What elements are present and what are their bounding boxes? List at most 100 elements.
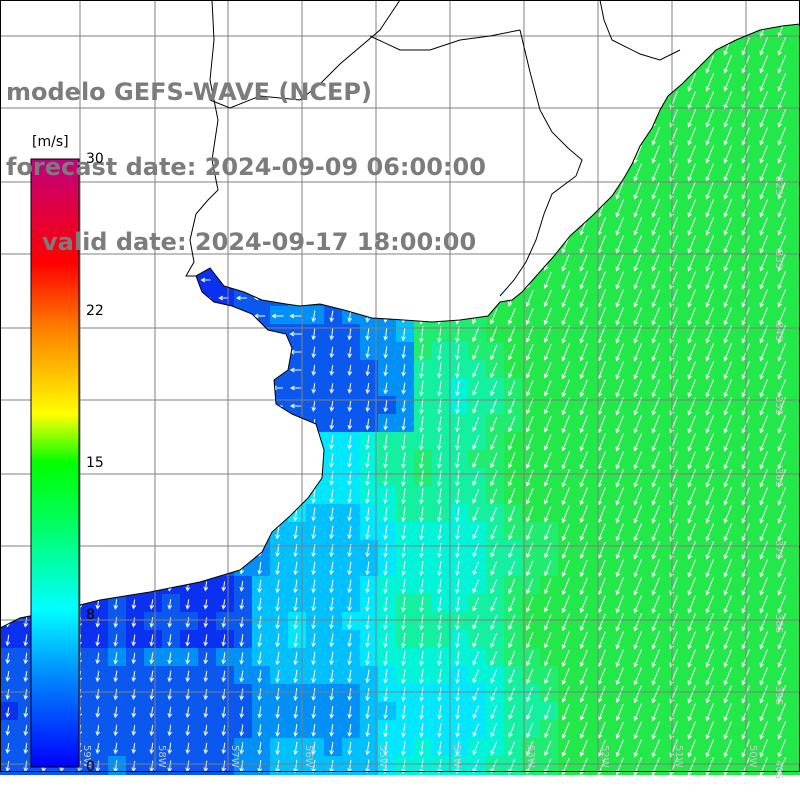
wind-arrow: [561, 469, 570, 488]
wind-cell: [468, 432, 487, 451]
wind-cell: [702, 198, 721, 217]
wind-arrow: [455, 362, 460, 379]
wind-cell: [702, 342, 721, 361]
wind-arrow: [777, 577, 786, 596]
wind-cell: [738, 54, 757, 73]
wind-arrow: [561, 739, 570, 757]
wind-arrow: [687, 685, 696, 704]
wind-cell: [738, 324, 757, 343]
wind-cell: [756, 450, 775, 469]
wind-cell: [720, 378, 739, 397]
wind-cell: [522, 720, 541, 739]
wind-cell: [396, 486, 415, 505]
wind-cell: [648, 252, 667, 271]
wind-arrow: [579, 505, 588, 524]
wind-cell: [144, 612, 163, 631]
wind-arrow: [347, 759, 352, 774]
wind-arrow: [271, 313, 284, 319]
wind-cell: [792, 90, 800, 109]
wind-arrow: [526, 380, 534, 397]
wind-arrow: [203, 688, 209, 701]
wind-arrow: [561, 686, 570, 703]
wind-arrow: [472, 579, 480, 594]
wind-cell: [360, 576, 379, 595]
wind-cell: [324, 720, 343, 739]
wind-arrow: [508, 614, 516, 631]
wind-arrow: [544, 614, 552, 631]
wind-arrow: [490, 308, 498, 325]
wind-arrow: [5, 725, 11, 736]
wind-cell: [162, 612, 181, 631]
wind-cell: [684, 432, 703, 451]
wind-cell: [360, 666, 379, 685]
wind-cell: [324, 522, 343, 541]
wind-cell: [756, 198, 775, 217]
wind-arrow: [615, 739, 624, 758]
wind-arrow: [293, 561, 298, 576]
wind-cell: [756, 342, 775, 361]
wind-arrow: [419, 614, 424, 631]
wind-arrow: [561, 253, 570, 272]
wind-arrow: [149, 688, 155, 701]
wind-cell: [666, 756, 685, 775]
wind-cell: [468, 612, 487, 631]
wind-cell: [684, 144, 703, 163]
wind-cell: [432, 432, 451, 451]
wind-arrow: [544, 380, 552, 397]
wind-arrow: [419, 723, 424, 738]
wind-arrow: [149, 706, 155, 719]
wind-arrow: [526, 596, 534, 613]
wind-cell: [720, 648, 739, 667]
wind-cell: [126, 738, 145, 757]
wind-arrow: [365, 651, 370, 666]
wind-arrow: [687, 595, 696, 614]
wind-arrow: [651, 361, 660, 380]
wind-arrow: [167, 599, 173, 610]
wind-arrow: [651, 145, 660, 164]
wind-arrow: [651, 433, 660, 452]
wind-arrow: [723, 487, 732, 506]
wind-cell: [792, 306, 800, 325]
wind-cell: [378, 720, 397, 739]
wind-cell: [162, 756, 181, 775]
wind-cell: [720, 738, 739, 757]
wind-arrow: [401, 364, 407, 377]
wind-cell: [468, 648, 487, 667]
wind-arrow: [543, 470, 552, 487]
wind-arrow: [293, 687, 298, 702]
wind-cell: [414, 756, 433, 775]
longitude-label: 55W: [377, 745, 388, 768]
wind-arrow: [561, 595, 570, 614]
wind-arrow: [472, 525, 480, 540]
wind-cell: [486, 468, 505, 487]
wind-cell: [630, 720, 649, 739]
wind-cell: [270, 558, 289, 577]
wind-arrow: [759, 361, 768, 380]
wind-cell: [504, 756, 523, 775]
wind-cell: [342, 450, 361, 469]
wind-arrow: [759, 685, 768, 704]
wind-arrow: [723, 613, 732, 632]
wind-arrow: [777, 523, 786, 542]
wind-cell: [396, 666, 415, 685]
wind-cell: [720, 342, 739, 361]
wind-arrow: [455, 561, 460, 576]
wind-arrow: [705, 487, 714, 506]
wind-arrow: [526, 650, 534, 667]
wind-cell: [540, 504, 559, 523]
wind-cell: [342, 414, 361, 433]
wind-cell: [594, 522, 613, 541]
wind-cell: [702, 756, 721, 775]
wind-cell: [756, 648, 775, 667]
wind-cell: [648, 288, 667, 307]
wind-cell: [234, 720, 253, 739]
wind-cell: [756, 756, 775, 775]
wind-cell: [414, 738, 433, 757]
wind-cell: [450, 558, 469, 577]
wind-cell: [468, 756, 487, 775]
wind-cell: [792, 108, 800, 127]
wind-arrow: [543, 452, 552, 469]
wind-cell: [630, 594, 649, 613]
wind-arrow: [311, 383, 317, 394]
wind-cell: [720, 594, 739, 613]
